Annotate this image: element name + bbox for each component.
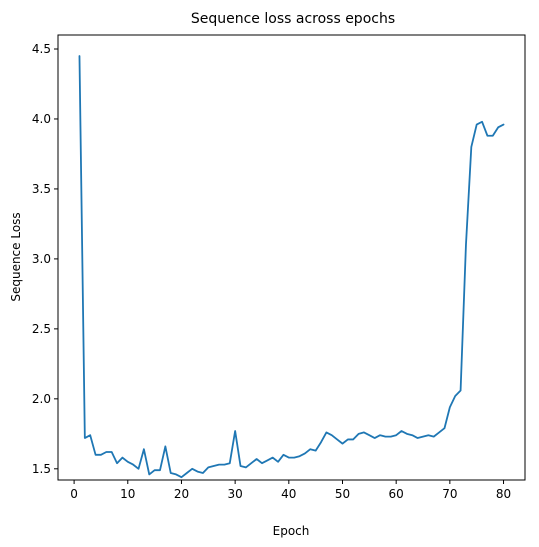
chart-title: Sequence loss across epochs [191,11,395,27]
x-tick-label: 80 [496,487,511,501]
x-tick-label: 60 [389,487,404,501]
y-tick-label: 2.0 [32,392,51,406]
x-axis: 0 10 20 30 40 50 60 70 80 [70,480,511,501]
y-tick-label: 3.0 [32,252,51,266]
y-tick-label: 2.5 [32,322,51,336]
y-axis: 1.5 2.0 2.5 3.0 3.5 4.0 4.5 [32,42,58,476]
x-tick-label: 10 [120,487,135,501]
plot-frame [57,34,526,481]
series-layer [78,55,505,479]
y-tick-label: 3.5 [32,182,51,196]
y-tick-label: 4.0 [32,112,51,126]
y-tick-label: 4.5 [32,42,51,56]
x-tick-label: 20 [174,487,189,501]
x-tick-label: 30 [227,487,242,501]
x-tick-label: 0 [70,487,78,501]
x-axis-label: Epoch [273,524,310,538]
x-tick-label: 50 [335,487,350,501]
y-tick-label: 1.5 [32,462,51,476]
x-tick-label: 40 [281,487,296,501]
plot-area [58,35,525,480]
series-line [78,55,505,479]
x-tick-label: 70 [442,487,457,501]
y-axis-label: Sequence Loss [9,212,23,301]
